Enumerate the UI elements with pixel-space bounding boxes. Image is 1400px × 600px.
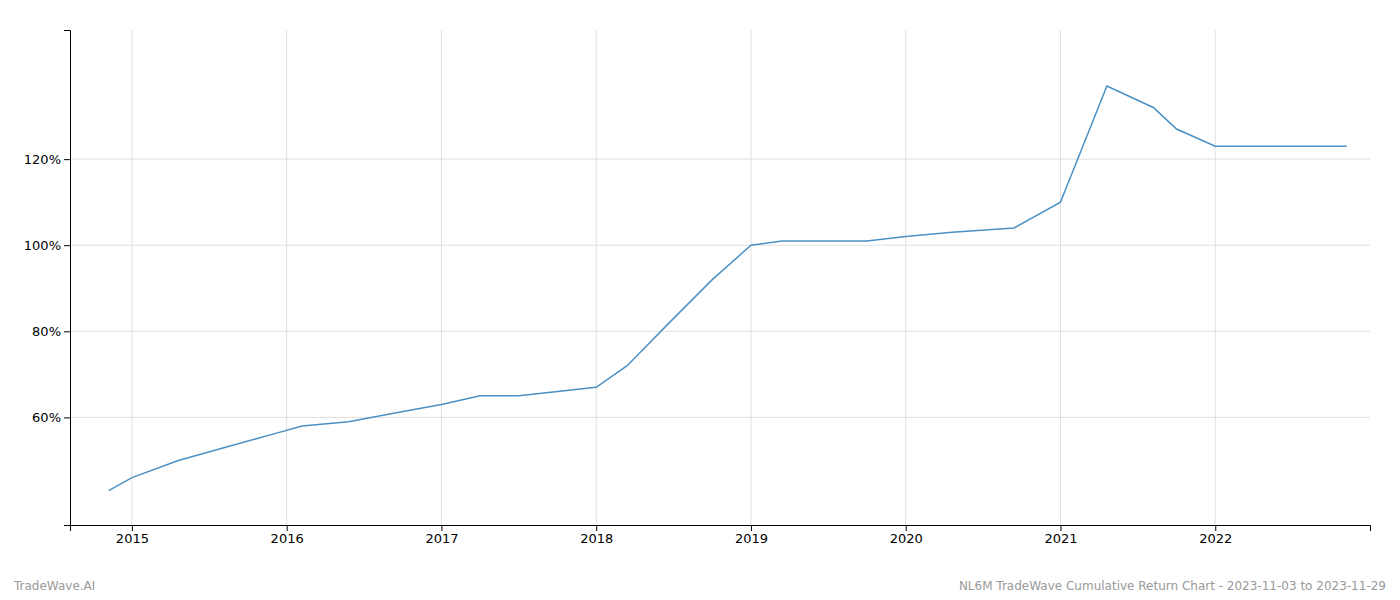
x-tick: 2019 xyxy=(735,525,768,546)
x-tick-mark xyxy=(906,525,907,531)
x-tick: 2018 xyxy=(580,525,613,546)
x-tick-mark xyxy=(132,525,133,531)
x-tick-mark xyxy=(596,525,597,531)
y-tick-mark xyxy=(64,159,70,160)
grid-line-y xyxy=(70,245,1370,246)
grid-line-x xyxy=(905,30,906,525)
grid-line-y xyxy=(70,159,1370,160)
grid-line-x xyxy=(1215,30,1216,525)
x-tick-label: 2021 xyxy=(1044,531,1077,546)
x-tick-label: 2020 xyxy=(890,531,923,546)
annotation: NL6M TradeWave Cumulative Return Chart -… xyxy=(959,579,1386,593)
x-tick-label: 2019 xyxy=(735,531,768,546)
y-axis-line xyxy=(64,31,71,526)
x-tick-label: 2018 xyxy=(580,531,613,546)
y-tick-label: 100% xyxy=(24,238,61,253)
grid-line-x xyxy=(1060,30,1061,525)
chart: 2015 2016 2017 2018 2019 2020 2021 2022 60% 80% 10… xyxy=(0,0,1400,600)
x-tick: 2022 xyxy=(1199,525,1232,546)
grid-line-x xyxy=(441,30,442,525)
x-tick: 2017 xyxy=(425,525,458,546)
y-tick-label: 120% xyxy=(24,152,61,167)
grid-line-y xyxy=(70,417,1370,418)
x-tick-mark xyxy=(751,525,752,531)
annotation: TradeWave.AI xyxy=(13,579,95,593)
x-tick: 2021 xyxy=(1044,525,1077,546)
x-tick-mark xyxy=(1060,525,1061,531)
y-tick-mark xyxy=(64,245,70,246)
x-tick-label: 2015 xyxy=(116,531,149,546)
marks xyxy=(109,86,1347,491)
grid-line-x xyxy=(286,30,287,525)
x-tick-mark xyxy=(287,525,288,531)
x-tick-label: 2022 xyxy=(1199,531,1232,546)
x-tick-label: 2016 xyxy=(271,531,304,546)
x-axis-line xyxy=(71,526,1371,532)
x-tick: 2020 xyxy=(890,525,923,546)
x-tick: 2016 xyxy=(271,525,304,546)
line xyxy=(109,86,1347,491)
y-tick: 60% xyxy=(32,410,70,425)
y-tick: 120% xyxy=(24,152,70,167)
y-tick-mark xyxy=(64,331,70,332)
y-tick-label: 60% xyxy=(32,410,61,425)
y-tick: 80% xyxy=(32,324,70,339)
grid-line-x xyxy=(596,30,597,525)
plot: 2015 2016 2017 2018 2019 2020 2021 2022 60% 80% 10… xyxy=(24,30,1371,546)
y-tick-mark xyxy=(64,417,70,418)
y-axis: 60% 80% 100% 120% xyxy=(24,31,71,526)
grid-line-x xyxy=(750,30,751,525)
y-tick-label: 80% xyxy=(32,324,61,339)
grid xyxy=(70,30,1370,525)
x-tick-label: 2017 xyxy=(425,531,458,546)
x-tick: 2015 xyxy=(116,525,149,546)
y-tick: 100% xyxy=(24,238,70,253)
x-tick-mark xyxy=(1215,525,1216,531)
x-axis: 2015 2016 2017 2018 2019 2020 2021 2022 xyxy=(71,525,1371,546)
x-tick-mark xyxy=(441,525,442,531)
grid-line-x xyxy=(131,30,132,525)
grid-line-y xyxy=(70,331,1370,332)
